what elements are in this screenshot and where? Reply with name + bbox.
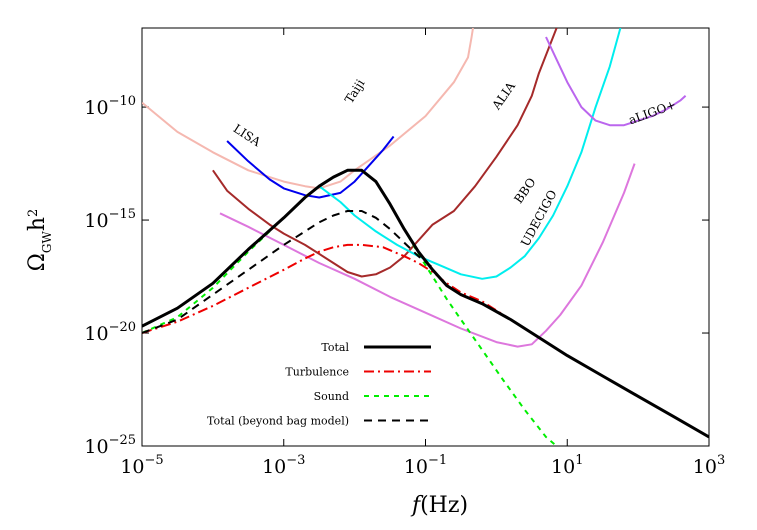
legend: Total Turbulence Sound Total (beyond bag mo… (207, 341, 431, 428)
x-tick-exponent: −1 (428, 453, 447, 468)
series-lisa (226, 135, 395, 199)
x-axis-title: f(Hz) (410, 493, 468, 518)
y-tick-exponent: −25 (109, 433, 136, 448)
x-tick-exponent: 3 (717, 453, 725, 468)
x-tick-exponent: −5 (145, 453, 164, 468)
y-axis-title-h: h (25, 217, 50, 231)
curves (142, 28, 709, 446)
x-tick-base: 10 (262, 456, 286, 478)
legend-label: Total (beyond bag model) (207, 415, 349, 428)
series-udecigo (219, 163, 636, 348)
legend-label: Turbulence (285, 366, 349, 379)
x-tick-base: 10 (404, 456, 428, 478)
x-tick-label: 10−1 (404, 453, 447, 478)
y-tick-base: 10 (84, 210, 108, 232)
y-tick-exponent: −20 (109, 320, 136, 335)
x-tick-label: 10−3 (262, 453, 305, 478)
y-tick-base: 10 (84, 323, 108, 345)
y-tick-exponent: −15 (109, 207, 136, 222)
y-tick-base: 10 (84, 436, 108, 458)
series-bbo (318, 28, 622, 280)
series-taiji (142, 28, 474, 190)
x-axis-title-unit: (Hz) (420, 493, 468, 518)
curve-label-aligo: aLIGO+ (627, 97, 678, 127)
x-tick-base: 10 (693, 456, 717, 478)
legend-label: Sound (314, 390, 349, 403)
series-total-beyond-bag-model (142, 210, 434, 334)
x-tick-label: 10−5 (120, 453, 163, 478)
curve-label-bbo: BBO (511, 175, 538, 206)
y-tick-label: 10−10 (84, 94, 136, 119)
x-tick-exponent: −3 (286, 453, 305, 468)
series-alia (212, 28, 558, 278)
x-tick-label: 101 (551, 453, 583, 478)
curve-label-taiji: Taiji (342, 77, 368, 106)
y-tick-label: 10−15 (84, 207, 136, 232)
y-tick-exponent: −10 (109, 94, 136, 109)
plot-frame (141, 27, 710, 447)
x-tick-exponent: 1 (575, 453, 583, 468)
curve-label-alia: ALIA (489, 79, 518, 113)
legend-label: Total (321, 341, 349, 354)
curve-label-lisa: LISA (231, 121, 264, 149)
y-tick-base: 10 (84, 97, 108, 119)
y-axis-title-omega: Ω (25, 253, 50, 271)
y-axis-title-sub: GW (40, 230, 54, 253)
y-tick-label: 10−25 (84, 433, 136, 458)
x-tick-base: 10 (120, 456, 144, 478)
x-tick-label: 103 (693, 453, 725, 478)
series-total (142, 168, 709, 439)
y-axis-title: ΩGWh2 (25, 209, 54, 272)
series-aligo (545, 36, 687, 127)
x-tick-base: 10 (551, 456, 575, 478)
y-axis-title-sup: 2 (26, 209, 41, 217)
y-tick-label: 10−20 (84, 320, 136, 345)
